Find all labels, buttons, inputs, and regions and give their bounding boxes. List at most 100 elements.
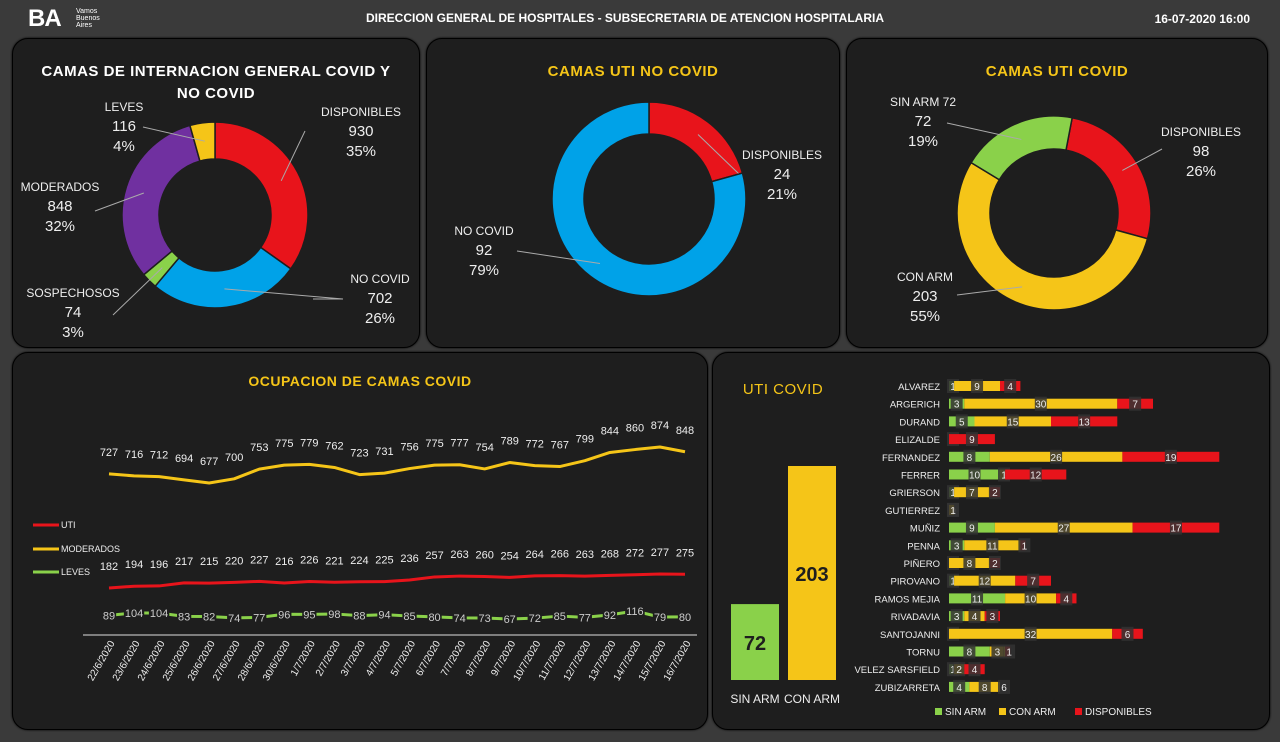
- bar-value-label: 8: [967, 559, 973, 570]
- bar-value-label: 12: [979, 577, 991, 588]
- slice-value: 74: [65, 304, 82, 321]
- bar-label-bg: [1027, 573, 1040, 588]
- general-leader-line: [142, 126, 205, 142]
- bar-label-bg: [978, 679, 991, 694]
- data-label-bg: [327, 608, 342, 621]
- legend-label: LEVES: [61, 567, 90, 577]
- slice-value: 203: [912, 288, 937, 305]
- data-label-bg: [177, 611, 192, 624]
- data-label-moderados: 767: [551, 440, 569, 452]
- bar-value-label: 10: [969, 471, 981, 482]
- uti-covid-slice-con-arm: [956, 161, 1149, 311]
- bar-value-label: 1: [950, 577, 956, 588]
- bar-value-label: 9: [969, 524, 975, 535]
- hospital-name: FERRER: [901, 471, 940, 482]
- general-slice-leves: [189, 121, 216, 162]
- panel-uti-covid-detail: UTI COVID 72 SIN ARM 203 CON ARM ALVAREZ 1 9 4 A…: [712, 352, 1270, 730]
- bar-label-bg: [988, 485, 1001, 500]
- data-label-moderados: 754: [475, 442, 493, 454]
- slice-value: 116: [112, 118, 136, 135]
- series-line-moderados: [108, 445, 686, 485]
- bar-value-label: 4: [972, 665, 978, 676]
- bar-label-bg: [971, 591, 984, 606]
- hospital-name: RIVADAVIA: [891, 612, 941, 623]
- series-line-leves: [108, 609, 686, 621]
- bar-label-bg: [950, 396, 963, 411]
- hospital-name: TORNU: [906, 648, 940, 659]
- data-label-bg: [227, 612, 242, 625]
- data-label-uti: 268: [601, 548, 619, 560]
- data-label-bg: [302, 609, 317, 622]
- panel-ocupacion: OCUPACION DE CAMAS COVID 182 194 196 217 215…: [12, 352, 708, 730]
- bar-value-label: 2: [992, 559, 998, 570]
- data-label-uti: 260: [475, 550, 493, 562]
- legend-swatch: [935, 708, 942, 715]
- data-label-uti: 224: [350, 555, 368, 567]
- hospital-name: GRIERSON: [889, 488, 940, 499]
- slice-value: 930: [348, 123, 373, 140]
- general-slice-moderados: [121, 124, 201, 276]
- summary-bar-value: 72: [744, 633, 766, 655]
- legend-item-leves: LEVES: [33, 567, 90, 577]
- legend-item-con-arm: CON ARM: [999, 707, 1056, 718]
- summary-bar-value: 203: [795, 564, 828, 586]
- bar-value-label: 27: [1058, 524, 1070, 535]
- data-label-uti: 254: [501, 550, 519, 562]
- bar-label-bg: [1018, 538, 1031, 553]
- report-datetime: 16-07-2020 16:00: [1154, 12, 1250, 26]
- bar-value-label: 2: [956, 665, 962, 676]
- data-label-leves: 104: [150, 608, 168, 620]
- data-label-uti: 275: [676, 547, 694, 559]
- bar-value-label: 1: [1001, 471, 1007, 482]
- summary-bar-label: CON ARM: [784, 692, 840, 706]
- general-label-leves: LEVES 116 4%: [105, 100, 144, 155]
- header-bar: BA Vamos Buenos Aires DIRECCION GENERAL …: [0, 0, 1280, 38]
- bar-value-label: 3: [990, 612, 996, 623]
- data-label-bg: [652, 612, 668, 625]
- data-label-leves: 83: [178, 611, 190, 623]
- series-line-uti: [108, 572, 686, 590]
- uti-no-covid-slice-no-covid: [551, 101, 747, 297]
- bar-label-bg: [953, 662, 966, 677]
- slice-value: 92: [476, 242, 493, 259]
- slice-name: LEVES: [105, 100, 144, 114]
- data-label-moderados: 727: [100, 447, 118, 459]
- logo-tagline: Vamos Buenos Aires: [76, 8, 100, 29]
- hospital-name: MUÑIZ: [910, 524, 940, 535]
- slice-percent: 21%: [767, 186, 797, 203]
- legend-label: UTI: [61, 520, 76, 530]
- bar-label-bg: [950, 609, 963, 624]
- donut-chart-uti-no-covid: DISPONIBLES 24 21% NO COVID 92 79%: [454, 101, 822, 297]
- panel-general-beds: CAMAS DE INTERNACION GENERAL COVID Y NO …: [12, 38, 420, 348]
- data-label-uti: 263: [576, 549, 594, 561]
- general-leader-line: [112, 267, 163, 316]
- data-label-bg: [277, 609, 292, 622]
- data-label-moderados: 700: [225, 452, 243, 464]
- slice-percent: 3%: [62, 324, 84, 341]
- bar-value-label: 11: [972, 594, 983, 605]
- data-label-leves: 95: [303, 609, 315, 621]
- bar-label-bg: [991, 644, 1004, 659]
- slice-percent: 35%: [346, 143, 376, 160]
- data-label-leves: 94: [378, 610, 390, 622]
- bar-value-label: 13: [1079, 417, 1091, 428]
- data-label-uti: 257: [425, 550, 443, 562]
- slice-percent: 79%: [469, 262, 499, 279]
- general-label-sospechosos: SOSPECHOSOS 74 3%: [26, 286, 119, 341]
- bar-label-bg: [1003, 644, 1016, 659]
- panel-ocupacion-title: OCUPACION DE CAMAS COVID: [248, 373, 472, 389]
- bar-value-label: 8: [967, 648, 973, 659]
- legend-item-sin-arm: SIN ARM: [935, 707, 986, 718]
- bar-label-bg: [988, 556, 1001, 570]
- data-label-bg: [552, 611, 567, 624]
- slice-name: DISPONIBLES: [321, 105, 401, 119]
- bar-value-label: 15: [1007, 417, 1019, 428]
- bar-label-bg: [963, 449, 976, 464]
- data-label-bg: [123, 607, 145, 620]
- hospital-name: GUTIERREZ: [885, 506, 940, 517]
- panel-general-title-line1: CAMAS DE INTERNACION GENERAL COVID Y: [41, 63, 391, 80]
- data-label-bg: [502, 614, 517, 626]
- bar-label-bg: [1050, 449, 1063, 464]
- data-label-bg: [477, 613, 492, 626]
- data-label-leves: 98: [328, 609, 340, 621]
